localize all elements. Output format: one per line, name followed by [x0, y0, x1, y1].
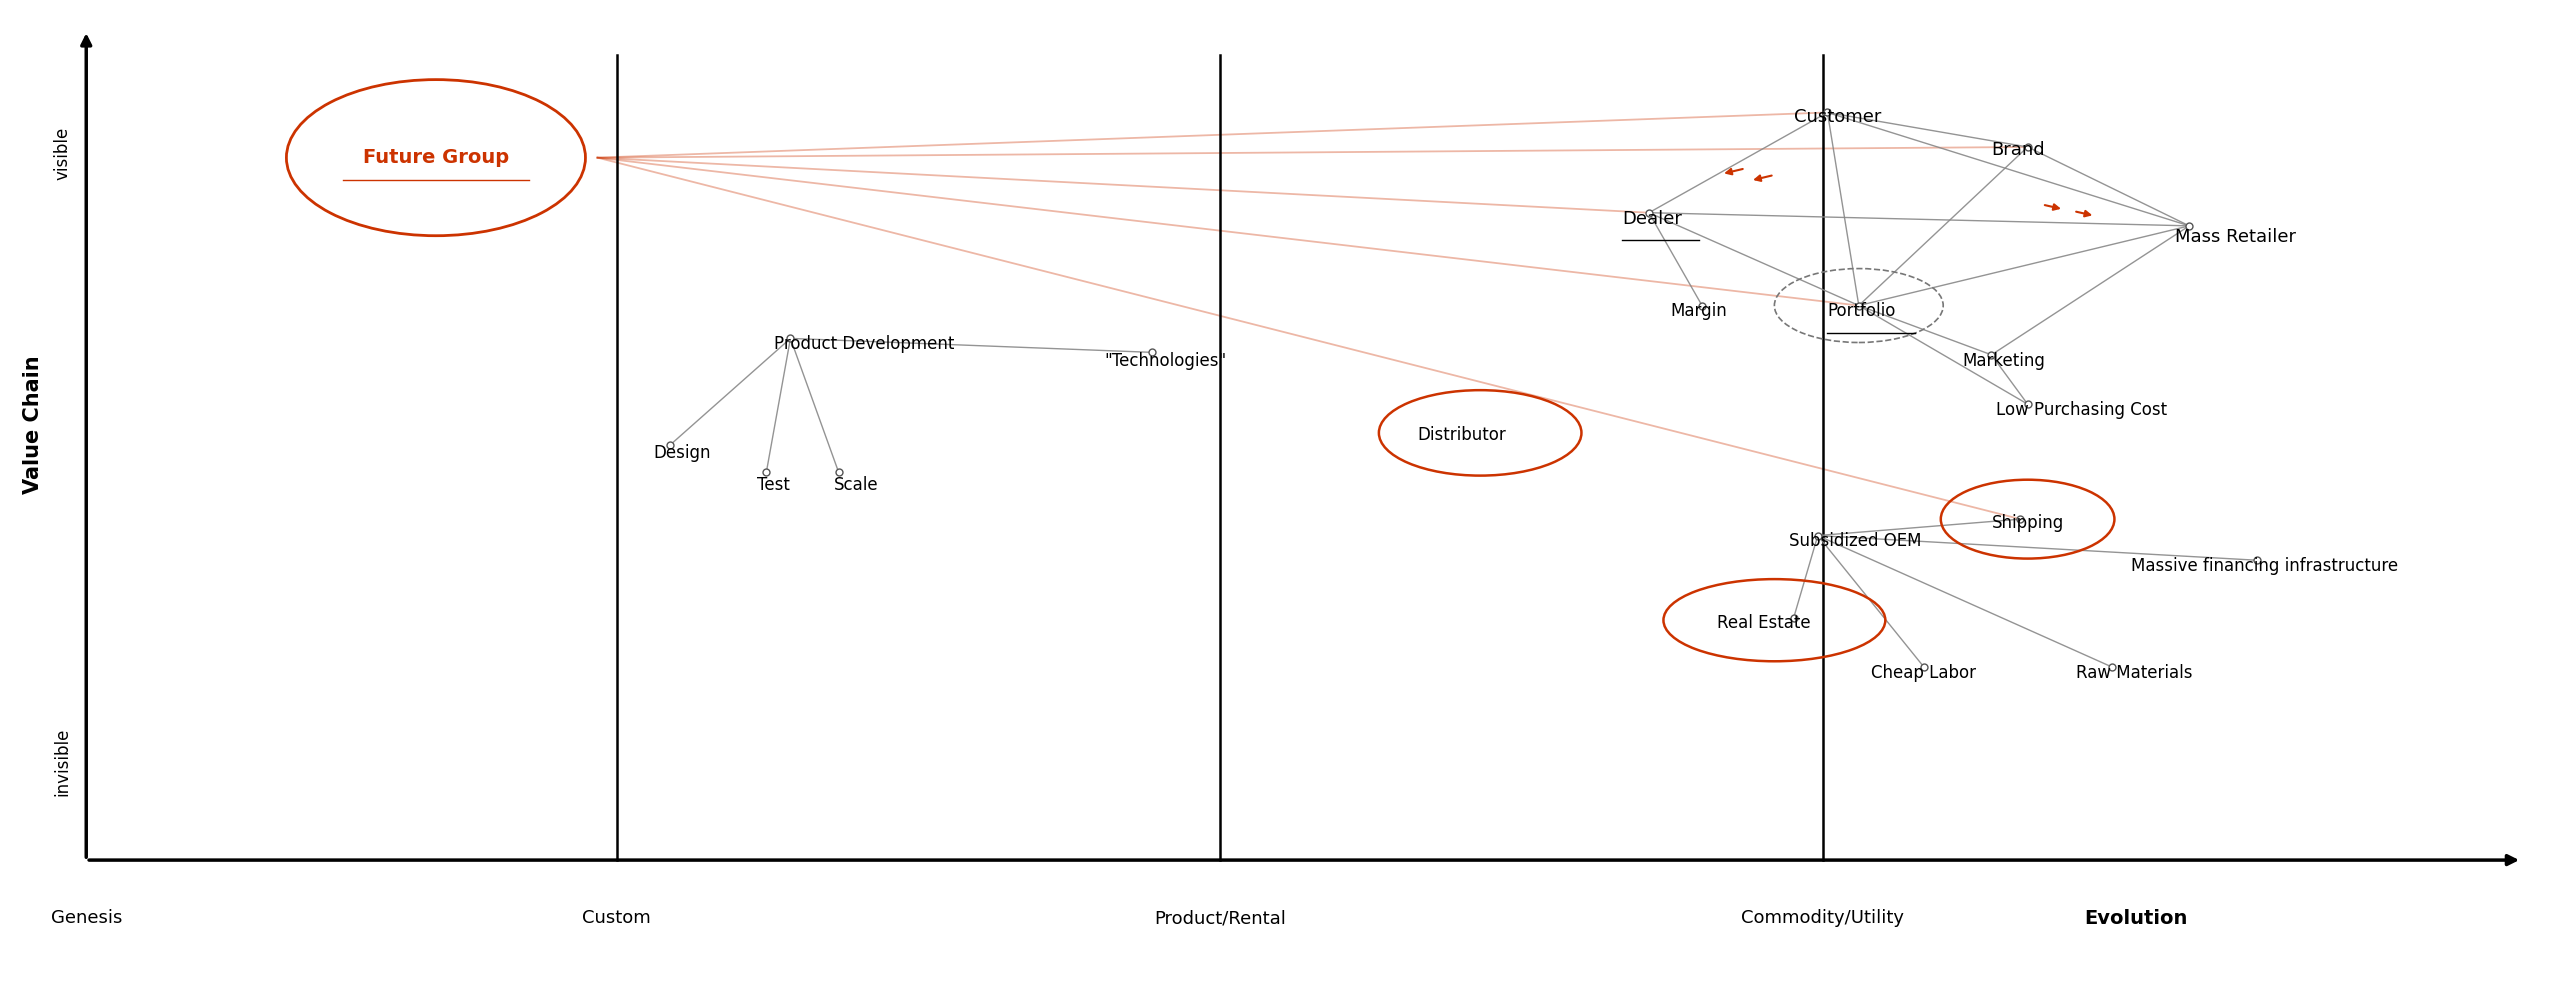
Text: Portfolio: Portfolio [1828, 303, 1897, 320]
Text: Custom: Custom [584, 910, 650, 928]
Text: Product Development: Product Development [773, 335, 955, 353]
Text: Evolution: Evolution [2084, 910, 2189, 929]
Text: Design: Design [653, 444, 712, 463]
Text: Product/Rental: Product/Rental [1155, 910, 1285, 928]
Text: Future Group: Future Group [364, 148, 509, 167]
Text: Real Estate: Real Estate [1718, 614, 1810, 633]
Text: Shipping: Shipping [1992, 514, 2063, 532]
Text: "Technologies": "Technologies" [1103, 351, 1226, 370]
Text: Mass Retailer: Mass Retailer [2173, 228, 2296, 246]
Text: Brand: Brand [1992, 141, 2045, 159]
Text: Cheap Labor: Cheap Labor [1871, 664, 1976, 681]
Text: visible: visible [54, 127, 72, 180]
Text: Dealer: Dealer [1623, 211, 1682, 228]
Text: Test: Test [758, 476, 788, 494]
Text: Margin: Margin [1672, 303, 1728, 320]
Text: Value Chain: Value Chain [23, 355, 44, 494]
Text: Customer: Customer [1795, 109, 1882, 127]
Text: Scale: Scale [835, 476, 878, 494]
Text: Genesis: Genesis [51, 910, 123, 928]
Text: Massive financing infrastructure: Massive financing infrastructure [2132, 557, 2399, 575]
Text: Commodity/Utility: Commodity/Utility [1741, 910, 1905, 928]
Text: Marketing: Marketing [1964, 351, 2045, 370]
Text: invisible: invisible [54, 727, 72, 796]
Text: Raw Materials: Raw Materials [2076, 664, 2191, 681]
Text: Distributor: Distributor [1418, 425, 1505, 443]
Text: Subsidized OEM: Subsidized OEM [1789, 532, 1923, 550]
Text: Low Purchasing Cost: Low Purchasing Cost [1997, 401, 2168, 419]
